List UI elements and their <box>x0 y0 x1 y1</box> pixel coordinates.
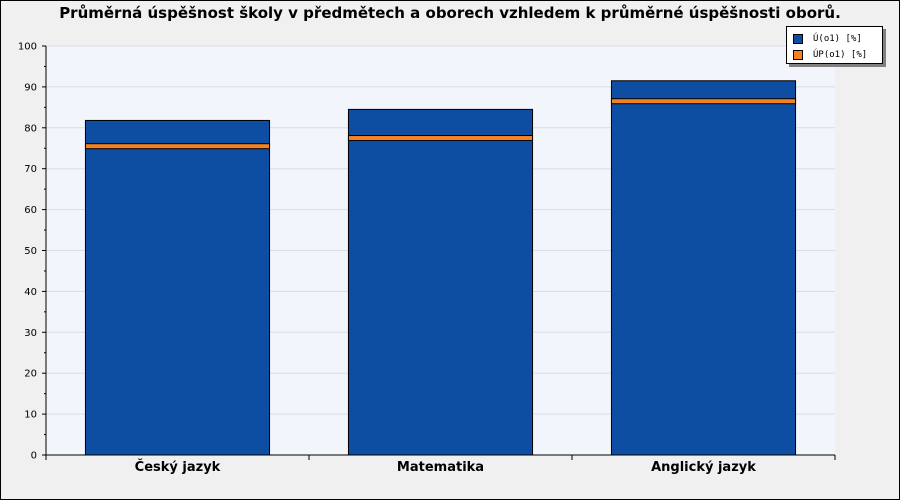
y-tick-label: 20 <box>24 369 37 380</box>
y-tick-label: 40 <box>24 287 37 298</box>
y-tick-label: 80 <box>24 123 37 134</box>
y-tick-label: 70 <box>24 164 37 175</box>
y-tick-label: 30 <box>24 328 37 339</box>
legend-swatch-bar <box>793 34 803 44</box>
marker-line-3 <box>610 98 797 105</box>
legend-swatch-marker <box>793 50 803 60</box>
legend: Ú(o1) [%] ÚP(o1) [%] <box>786 26 883 64</box>
chart-title: Průměrná úspěšnost školy v předmětech a … <box>59 4 841 22</box>
plot-area: 0 10 20 30 40 50 60 70 80 90 100 Český jazyk Matemat… <box>18 42 836 475</box>
category-label: Český jazyk <box>135 459 221 475</box>
bar-1 <box>84 119 271 456</box>
y-tick-label: 90 <box>24 82 37 93</box>
y-tick-label: 0 <box>31 451 37 462</box>
legend-label-marker: ÚP(o1) [%] <box>813 50 868 60</box>
category-label: Matematika <box>397 460 484 475</box>
bar-2 <box>347 108 534 456</box>
bar-3 <box>610 80 797 456</box>
y-tick-label: 50 <box>24 246 37 257</box>
marker-line-1 <box>84 143 271 150</box>
y-tick-label: 100 <box>18 42 37 53</box>
y-tick-label: 10 <box>24 410 37 421</box>
legend-item-bar: Ú(o1) [%] <box>793 31 876 47</box>
legend-label-bar: Ú(o1) [%] <box>813 34 862 44</box>
y-tick-label: 60 <box>24 205 37 216</box>
category-label: Anglický jazyk <box>651 460 756 475</box>
legend-item-marker: ÚP(o1) [%] <box>793 47 876 63</box>
marker-line-2 <box>347 135 534 142</box>
